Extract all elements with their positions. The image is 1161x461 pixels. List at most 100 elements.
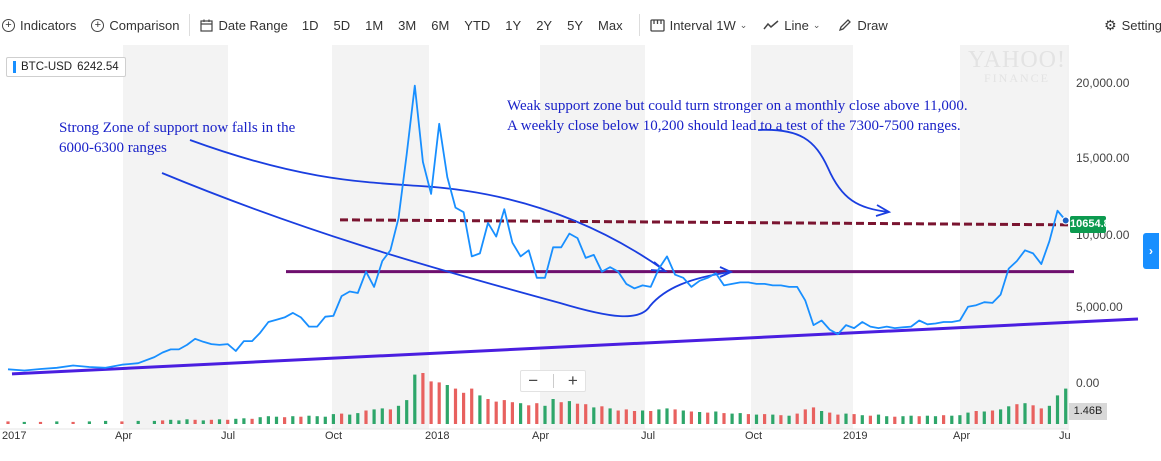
volume-bar — [909, 415, 913, 424]
volume-bar — [380, 408, 384, 424]
pencil-icon — [838, 18, 852, 32]
volume-bar — [1031, 405, 1035, 424]
comparison-button[interactable]: + Comparison — [91, 13, 179, 37]
volume-bar — [527, 405, 531, 424]
annotation-arrow — [189, 139, 665, 271]
x-tick-label: Jul — [221, 430, 236, 442]
volume-bar — [1055, 395, 1060, 424]
zoom-control: − + — [520, 370, 586, 392]
x-tick-label: Oct — [325, 430, 343, 442]
volume-bar — [657, 409, 661, 424]
x-tick-label: Apr — [532, 430, 550, 442]
volume-bar — [258, 417, 262, 424]
volume-bar — [836, 414, 840, 424]
range-3m-button[interactable]: 3M — [398, 17, 417, 33]
indicators-button[interactable]: + Indicators — [2, 13, 76, 37]
ticker-badge[interactable]: BTC-USD 6242.54 — [6, 57, 126, 77]
chart-type-label: Line — [784, 17, 809, 33]
volume-bar — [754, 414, 759, 424]
draw-label: Draw — [857, 17, 888, 33]
interval-dropdown[interactable]: Interval 1W ⌄ — [649, 13, 748, 37]
volume-bar — [494, 401, 498, 424]
volume-bar — [608, 408, 612, 424]
indicators-label: Indicators — [20, 17, 77, 33]
volume-bar — [152, 420, 156, 424]
volume-bar — [266, 416, 270, 424]
price-line — [7, 84, 1067, 372]
volume-bar — [217, 419, 222, 424]
annotation-arrow — [161, 172, 731, 318]
chart-band — [960, 45, 1067, 429]
yahoo-finance-watermark: YAHOO! FINANCE — [968, 47, 1066, 85]
volume-bar — [421, 373, 425, 424]
annotation-left-line1: Strong Zone of support now falls in the — [59, 120, 296, 136]
range-1m-button[interactable]: 1M — [365, 17, 384, 33]
draw-button[interactable]: Draw — [838, 13, 888, 37]
toolbar-divider — [189, 14, 191, 36]
volume-bar — [649, 411, 653, 424]
volume-bar — [828, 412, 832, 424]
volume-bar — [1064, 388, 1068, 424]
range-max-button[interactable]: Max — [598, 17, 623, 33]
volume-bar — [169, 419, 173, 424]
volume-bar — [470, 388, 474, 424]
volume-bar — [787, 415, 791, 424]
volume-bar — [885, 416, 889, 424]
volume-bar — [852, 414, 856, 424]
x-tick-label: Apr — [115, 430, 133, 442]
range-6m-button[interactable]: 6M — [431, 17, 450, 33]
support-trendline — [11, 317, 1139, 376]
chart-band — [540, 45, 645, 429]
x-tick-label: Oct — [745, 430, 763, 442]
volume-bar — [624, 409, 628, 424]
volume-bar — [600, 406, 604, 424]
volume-bar — [868, 415, 872, 424]
volume-bar — [673, 409, 677, 424]
zoom-in-button[interactable]: + — [567, 371, 578, 390]
date-range-button[interactable]: Date Range — [200, 13, 288, 37]
volume-bar — [348, 414, 352, 424]
line-chart-icon — [763, 19, 779, 31]
volume-bar — [55, 421, 59, 424]
volume-bar — [689, 411, 693, 424]
volume-bar — [185, 419, 189, 424]
chart-type-dropdown[interactable]: Line ⌄ — [763, 13, 820, 37]
volume-bar — [331, 414, 335, 424]
volume-bar — [478, 395, 482, 424]
volume-bar — [234, 418, 238, 424]
range-5y-button[interactable]: 5Y — [567, 17, 584, 33]
range-1d-button[interactable]: 1D — [301, 17, 319, 33]
annotation-left-line2: 6000-6300 ranges — [59, 140, 167, 156]
volume-bar — [6, 421, 10, 424]
range-2y-button[interactable]: 2Y — [536, 17, 553, 33]
annotation-right: Weak support zone but could turn stronge… — [507, 96, 968, 136]
volume-bar — [22, 421, 26, 424]
ticker-symbol: BTC-USD — [21, 61, 73, 73]
range-1y-button[interactable]: 1Y — [505, 17, 522, 33]
annotation-right-line2: A weekly close below 10,200 should lead … — [507, 118, 961, 134]
settings-label: Settings — [1121, 17, 1161, 33]
range-ytd-button[interactable]: YTD — [464, 17, 491, 33]
volume-bar — [120, 421, 124, 424]
volume-bar — [502, 400, 506, 424]
volume-bar — [616, 410, 620, 424]
y-tick-label: 0.00 — [1076, 376, 1100, 390]
volume-bar — [364, 410, 368, 424]
settings-button[interactable]: ⚙ Settings — [1104, 13, 1161, 37]
range-5d-button[interactable]: 5D — [333, 17, 351, 33]
chevron-down-icon: ⌄ — [739, 19, 748, 30]
volume-bar — [763, 414, 767, 424]
chart-toolbar: + Indicators + Comparison Date Range 1D … — [0, 0, 1161, 50]
interval-label: Interval — [669, 17, 713, 33]
x-tick-label: 2017 — [2, 430, 27, 442]
interval-value: 1W — [716, 17, 736, 33]
chevron-right-icon: › — [1149, 244, 1153, 258]
ticker-price: 6242.54 — [77, 61, 119, 73]
volume-bar — [535, 403, 539, 424]
volume-bar — [87, 421, 91, 424]
volume-bar — [860, 415, 864, 424]
volume-bar — [974, 411, 978, 424]
zoom-out-button[interactable]: − — [528, 371, 539, 390]
expand-panel-button[interactable]: › — [1143, 233, 1159, 269]
